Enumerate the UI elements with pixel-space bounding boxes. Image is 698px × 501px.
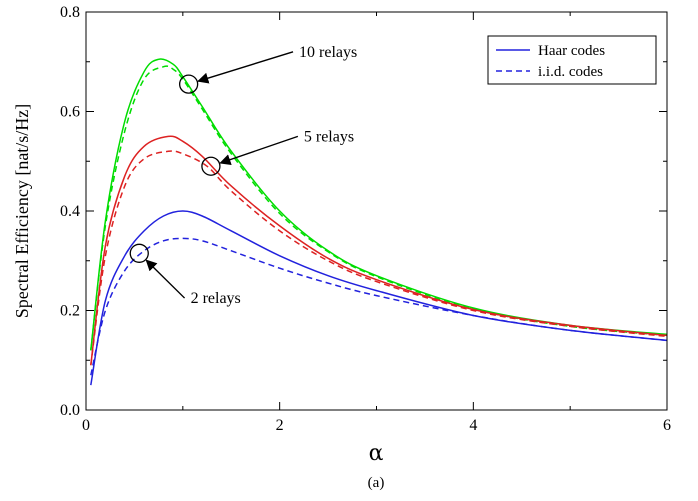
y-tick-label-4: 0.8 [60, 4, 80, 21]
annotation-circle-1 [201, 156, 221, 176]
x-tick-label-1: 2 [276, 417, 284, 434]
legend-box [487, 35, 657, 85]
x-tick-label-3: 6 [663, 417, 671, 434]
y-tick-label-3: 0.6 [60, 104, 80, 121]
axis-ticks-group: 0 2 4 6 0.0 0.2 0.4 0.6 0.8 [60, 4, 671, 434]
legend-label-haar: Haar codes [538, 43, 605, 59]
data-series-group [90, 58, 668, 386]
series-line-2 [90, 135, 668, 366]
annotation-circle-2 [129, 243, 149, 263]
legend-label-iid: i.i.d. codes [538, 64, 603, 80]
annotation-label-2: 2 relays [191, 290, 241, 307]
figure-caption: (a) [368, 475, 385, 491]
annotation-arrow-0 [197, 51, 294, 84]
series-line-1 [90, 65, 668, 351]
series-line-5 [90, 237, 668, 376]
annotation-label-0: 10 relays [299, 44, 357, 61]
annotation-label-1: 5 relays [304, 128, 354, 145]
series-line-3 [90, 150, 668, 366]
legend: Haar codes i.i.d. codes [487, 35, 657, 85]
annotation-arrow-2 [145, 259, 186, 299]
x-tick-label-2: 4 [469, 417, 477, 434]
series-line-0 [90, 58, 668, 351]
y-tick-label-1: 0.2 [60, 303, 80, 320]
y-axis-label: Spectral Efficiency [nat/s/Hz] [12, 104, 32, 319]
x-tick-label-0: 0 [82, 417, 90, 434]
annotation-arrow-1 [219, 135, 299, 166]
annotation-circle-0 [178, 74, 199, 94]
y-tick-label-2: 0.4 [60, 203, 80, 220]
y-tick-label-0: 0.0 [60, 402, 80, 419]
series-line-4 [90, 210, 668, 386]
x-axis-label: α [369, 441, 384, 466]
annotations-group: 10 relays 5 relays 2 relays [129, 44, 357, 307]
